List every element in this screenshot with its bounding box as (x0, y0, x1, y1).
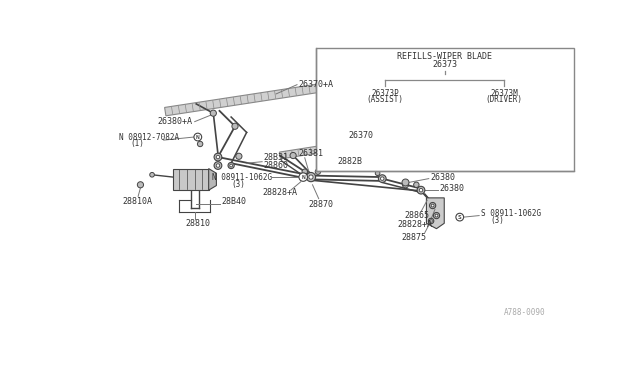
Text: 28B31: 28B31 (264, 153, 289, 162)
Circle shape (299, 173, 307, 181)
Circle shape (194, 133, 202, 141)
Text: 28875: 28875 (402, 232, 427, 242)
Circle shape (230, 164, 232, 167)
Polygon shape (280, 137, 379, 159)
Text: 28810A: 28810A (123, 197, 152, 206)
Circle shape (402, 179, 409, 186)
Text: 26381: 26381 (298, 150, 324, 158)
Text: 26373: 26373 (432, 60, 457, 69)
Circle shape (419, 189, 423, 192)
Text: 2882B: 2882B (337, 157, 362, 166)
Text: 28870: 28870 (308, 200, 333, 209)
Circle shape (429, 202, 436, 209)
Circle shape (216, 155, 220, 159)
Text: 26370+A: 26370+A (298, 80, 333, 89)
Circle shape (435, 214, 438, 217)
Circle shape (457, 214, 463, 220)
Circle shape (378, 175, 386, 183)
Circle shape (236, 153, 242, 159)
Circle shape (307, 173, 316, 182)
Text: A788-0090: A788-0090 (504, 308, 545, 317)
Polygon shape (173, 169, 209, 190)
Circle shape (433, 212, 440, 219)
Circle shape (228, 163, 234, 169)
Text: 28865: 28865 (404, 211, 429, 220)
Text: S 08911-1062G: S 08911-1062G (481, 209, 541, 218)
Text: 26370: 26370 (349, 131, 374, 140)
Polygon shape (324, 109, 440, 130)
Circle shape (375, 171, 380, 176)
Text: N 08911-1062G: N 08911-1062G (212, 173, 272, 182)
Circle shape (381, 177, 384, 180)
Text: S: S (458, 215, 461, 219)
Polygon shape (426, 198, 444, 229)
Polygon shape (164, 84, 317, 116)
Text: 28828+A: 28828+A (397, 220, 433, 229)
Text: N 08912-7082A: N 08912-7082A (119, 132, 179, 141)
Text: N: N (301, 174, 305, 180)
Text: 26373P: 26373P (371, 89, 399, 98)
Circle shape (216, 164, 220, 167)
Text: 28828+A: 28828+A (262, 188, 297, 197)
Circle shape (316, 169, 321, 174)
Circle shape (214, 162, 222, 169)
Bar (316, 48, 573, 171)
Circle shape (302, 169, 307, 174)
Circle shape (430, 220, 432, 222)
Text: REFILLS-WIPER BLADE: REFILLS-WIPER BLADE (397, 52, 492, 61)
Text: (ASSIST): (ASSIST) (367, 95, 404, 104)
Text: (3): (3) (491, 217, 504, 225)
Circle shape (428, 218, 434, 224)
Circle shape (413, 182, 419, 187)
Circle shape (417, 186, 425, 194)
Text: 28B40: 28B40 (221, 197, 246, 206)
Polygon shape (449, 129, 568, 146)
Circle shape (232, 123, 238, 129)
Text: 28860: 28860 (264, 161, 289, 170)
Text: 28810: 28810 (186, 219, 211, 228)
Circle shape (431, 204, 434, 207)
Polygon shape (209, 169, 216, 190)
Circle shape (290, 153, 296, 158)
Text: 26373M: 26373M (490, 89, 518, 98)
Circle shape (214, 153, 222, 161)
Text: 26380: 26380 (440, 184, 465, 193)
Text: (1): (1) (131, 140, 144, 148)
Circle shape (150, 173, 154, 177)
Circle shape (138, 182, 143, 188)
Circle shape (456, 213, 463, 221)
Text: (DRIVER): (DRIVER) (485, 95, 522, 104)
Circle shape (403, 182, 408, 188)
Circle shape (197, 141, 203, 147)
Circle shape (309, 175, 313, 179)
Text: N: N (196, 135, 200, 140)
Text: 26380: 26380 (430, 173, 455, 182)
Text: (3): (3) (231, 180, 245, 189)
Circle shape (210, 110, 216, 116)
Text: 26380+A: 26380+A (157, 117, 193, 126)
